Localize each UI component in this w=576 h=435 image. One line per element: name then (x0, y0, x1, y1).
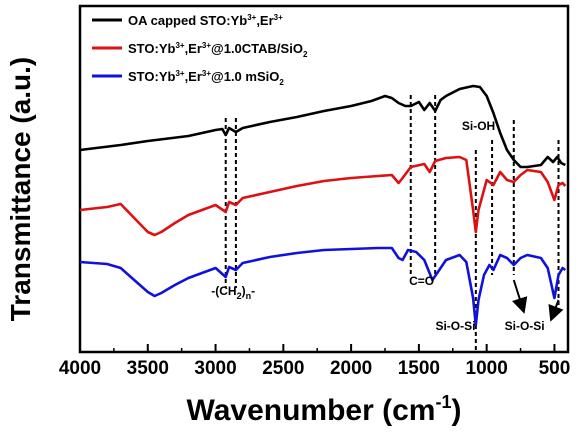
annotation-arrows (512, 279, 564, 322)
annotation-label: Si-O-Si (435, 319, 475, 333)
legend-label: OA capped STO:Yb3+,Er3+ (128, 13, 283, 28)
y-axis-title: Transmittance (a.u.) (5, 57, 36, 322)
annotation-label: C=O (409, 274, 434, 288)
x-tick-label: 500 (539, 358, 571, 379)
guide-lines (224, 95, 560, 350)
series-lines (79, 84, 567, 327)
annotation-arrow (548, 299, 564, 322)
x-tick-label: 3500 (127, 358, 169, 379)
x-tick-label: 3000 (194, 358, 236, 379)
x-tick-label: 4000 (59, 358, 101, 379)
annotations: -(CH2)n- C=O Si-OH Si-O-Si Si-O-Si (211, 119, 544, 333)
series-line-1 (79, 84, 566, 169)
plot-frame (78, 4, 570, 354)
legend: OA capped STO:Yb3+,Er3+ STO:Yb3+,Er3+@1.0… (92, 13, 308, 87)
x-tick-label: 1500 (398, 358, 440, 379)
legend-label: STO:Yb3+,Er3+@1.0 mSiO2 (128, 69, 284, 87)
annotation-label: Si-O-Si (505, 319, 545, 333)
annotation-label: Si-OH (462, 119, 495, 133)
x-tick-label: 2000 (330, 358, 372, 379)
x-axis-title: Wavenumber (cm-1) (187, 392, 462, 427)
x-axis-ticks: 4000 3500 3000 2500 2000 1500 1000 500 (59, 344, 570, 379)
annotation-arrow (512, 279, 528, 314)
series-line-2 (79, 155, 567, 237)
plot-area (78, 4, 570, 354)
annotation-label: -(CH2)n- (211, 284, 255, 301)
x-tick-label: 2500 (262, 358, 304, 379)
legend-label: STO:Yb3+,Er3+@1.0CTAB/SiO2 (128, 41, 308, 59)
series-line-3 (79, 246, 567, 327)
x-tick-label: 1000 (466, 358, 508, 379)
